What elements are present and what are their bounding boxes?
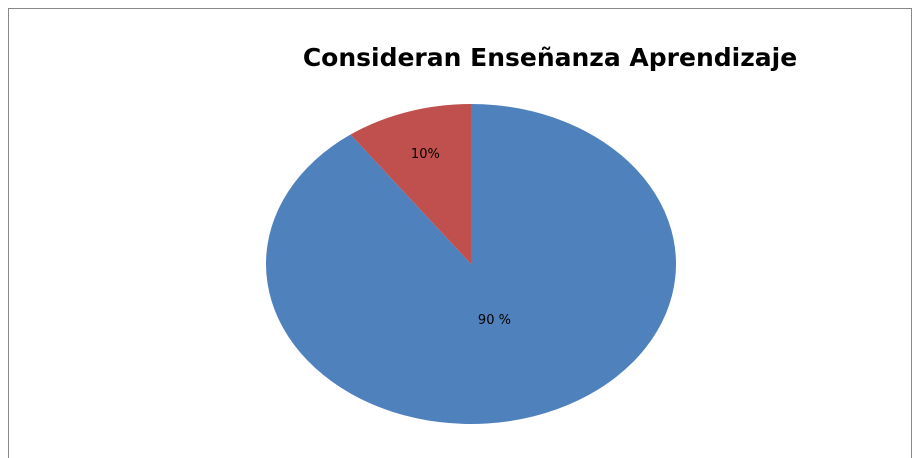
pie-slice [350, 104, 471, 264]
data-label: 10% [411, 147, 440, 162]
data-label: 90 % [478, 313, 511, 328]
chart-title: Consideran Enseñanza Aprendizaje [303, 43, 797, 72]
